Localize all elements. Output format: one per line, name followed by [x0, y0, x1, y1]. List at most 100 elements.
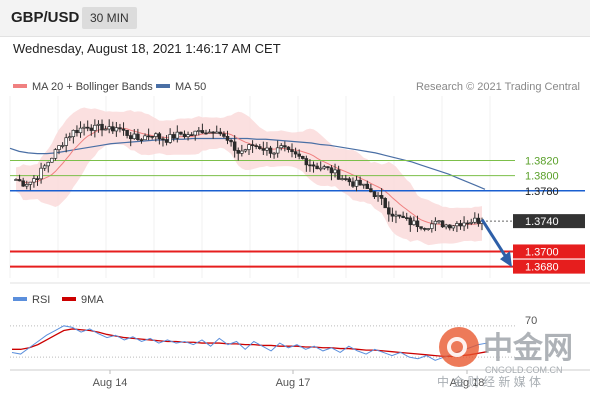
candle-body — [207, 131, 212, 134]
candle — [322, 164, 327, 170]
candle — [383, 197, 387, 209]
candle-body — [240, 150, 244, 154]
candle — [344, 174, 348, 182]
x-tick: Aug 18 — [450, 370, 485, 389]
candle — [89, 124, 94, 136]
legend-ma50-swatch — [156, 84, 170, 88]
candle-body — [50, 157, 54, 163]
x-tick: Aug 14 — [93, 370, 127, 389]
candle-body — [64, 137, 68, 146]
candle — [150, 135, 154, 140]
candle — [71, 129, 76, 144]
chart-header: GBP/USD 30 MIN — [0, 0, 590, 37]
candle — [447, 224, 452, 231]
candle-body — [32, 178, 36, 183]
candle — [440, 220, 445, 228]
candle-body — [46, 161, 51, 167]
candle-body — [462, 222, 466, 227]
candle-body — [465, 222, 470, 225]
research-credit: Research © 2021 Trading Central — [416, 81, 580, 93]
forecast-arrow — [480, 218, 512, 268]
candle-body — [164, 139, 169, 143]
candle-body — [186, 134, 190, 138]
candle — [68, 132, 72, 141]
candle-body — [404, 217, 409, 219]
candle-body — [78, 127, 83, 134]
candle-body — [128, 135, 133, 140]
candle — [154, 132, 158, 142]
candle — [42, 163, 47, 171]
candle-body — [71, 129, 76, 138]
candle — [390, 207, 395, 222]
candle-body — [17, 179, 22, 182]
x-tick-label: Aug 18 — [450, 377, 485, 389]
candle — [25, 180, 29, 190]
candle-body — [354, 179, 359, 187]
candle-body — [279, 145, 284, 149]
price-levels: 1.3820 1.3800 1.3780 1.3740 1.3700 1.3680 — [10, 155, 585, 274]
watermark-logo-icon — [439, 327, 479, 367]
candle-body — [161, 138, 165, 141]
candle — [347, 176, 352, 186]
candle-body — [329, 167, 334, 174]
candle — [412, 216, 416, 226]
candle — [387, 201, 391, 222]
candle — [369, 183, 373, 193]
candle-body — [118, 127, 122, 130]
level-resistance: 1.3800 — [10, 171, 559, 183]
legend-main: MA 20 + Bollinger Bands MA 50 — [13, 81, 206, 93]
candle-body — [422, 228, 427, 230]
candle-body — [358, 179, 362, 186]
candle — [301, 155, 305, 160]
candle — [164, 135, 169, 146]
candle-body — [340, 178, 344, 180]
candle — [268, 145, 273, 158]
candle-body — [379, 195, 384, 199]
watermark-logo-inner-icon — [447, 337, 467, 357]
candle — [240, 144, 244, 157]
candle — [146, 128, 151, 141]
level-resistance: 1.3820 — [10, 155, 559, 167]
level-label: 1.3780 — [525, 186, 559, 198]
candle-body — [344, 178, 348, 180]
candle-body — [229, 140, 233, 143]
candle — [107, 119, 111, 134]
timestamp: Wednesday, August 18, 2021 1:46:17 AM CE… — [13, 41, 281, 56]
rsi-ma-line — [12, 328, 488, 358]
candle-body — [250, 144, 255, 147]
candle-body — [60, 145, 65, 147]
candle — [340, 175, 344, 181]
candle-body — [211, 131, 215, 134]
candle — [85, 120, 90, 132]
candle — [204, 129, 208, 135]
candle — [225, 130, 230, 145]
candle-body — [168, 134, 172, 143]
candle-body — [408, 217, 413, 226]
candle — [186, 131, 190, 141]
candle — [100, 119, 104, 137]
candle — [376, 192, 380, 202]
candle — [39, 162, 43, 184]
candle-body — [125, 129, 129, 136]
candle — [136, 128, 140, 141]
candle — [118, 123, 122, 133]
candle — [200, 123, 205, 134]
candle-body — [451, 225, 456, 229]
candle — [179, 131, 183, 136]
candle-body — [476, 217, 481, 224]
candle — [57, 145, 61, 155]
candle — [250, 140, 255, 153]
candle — [433, 217, 438, 232]
candle — [458, 219, 463, 230]
candle — [351, 177, 355, 188]
candle — [430, 220, 434, 233]
candle-body — [351, 181, 355, 187]
candle — [354, 175, 359, 192]
candle-body — [21, 180, 25, 187]
interval-badge[interactable]: 30 MIN — [82, 7, 137, 29]
candle-body — [390, 213, 395, 217]
candle-body — [440, 220, 445, 228]
candle-body — [326, 166, 330, 169]
candle — [168, 128, 172, 144]
candle-body — [469, 221, 473, 224]
